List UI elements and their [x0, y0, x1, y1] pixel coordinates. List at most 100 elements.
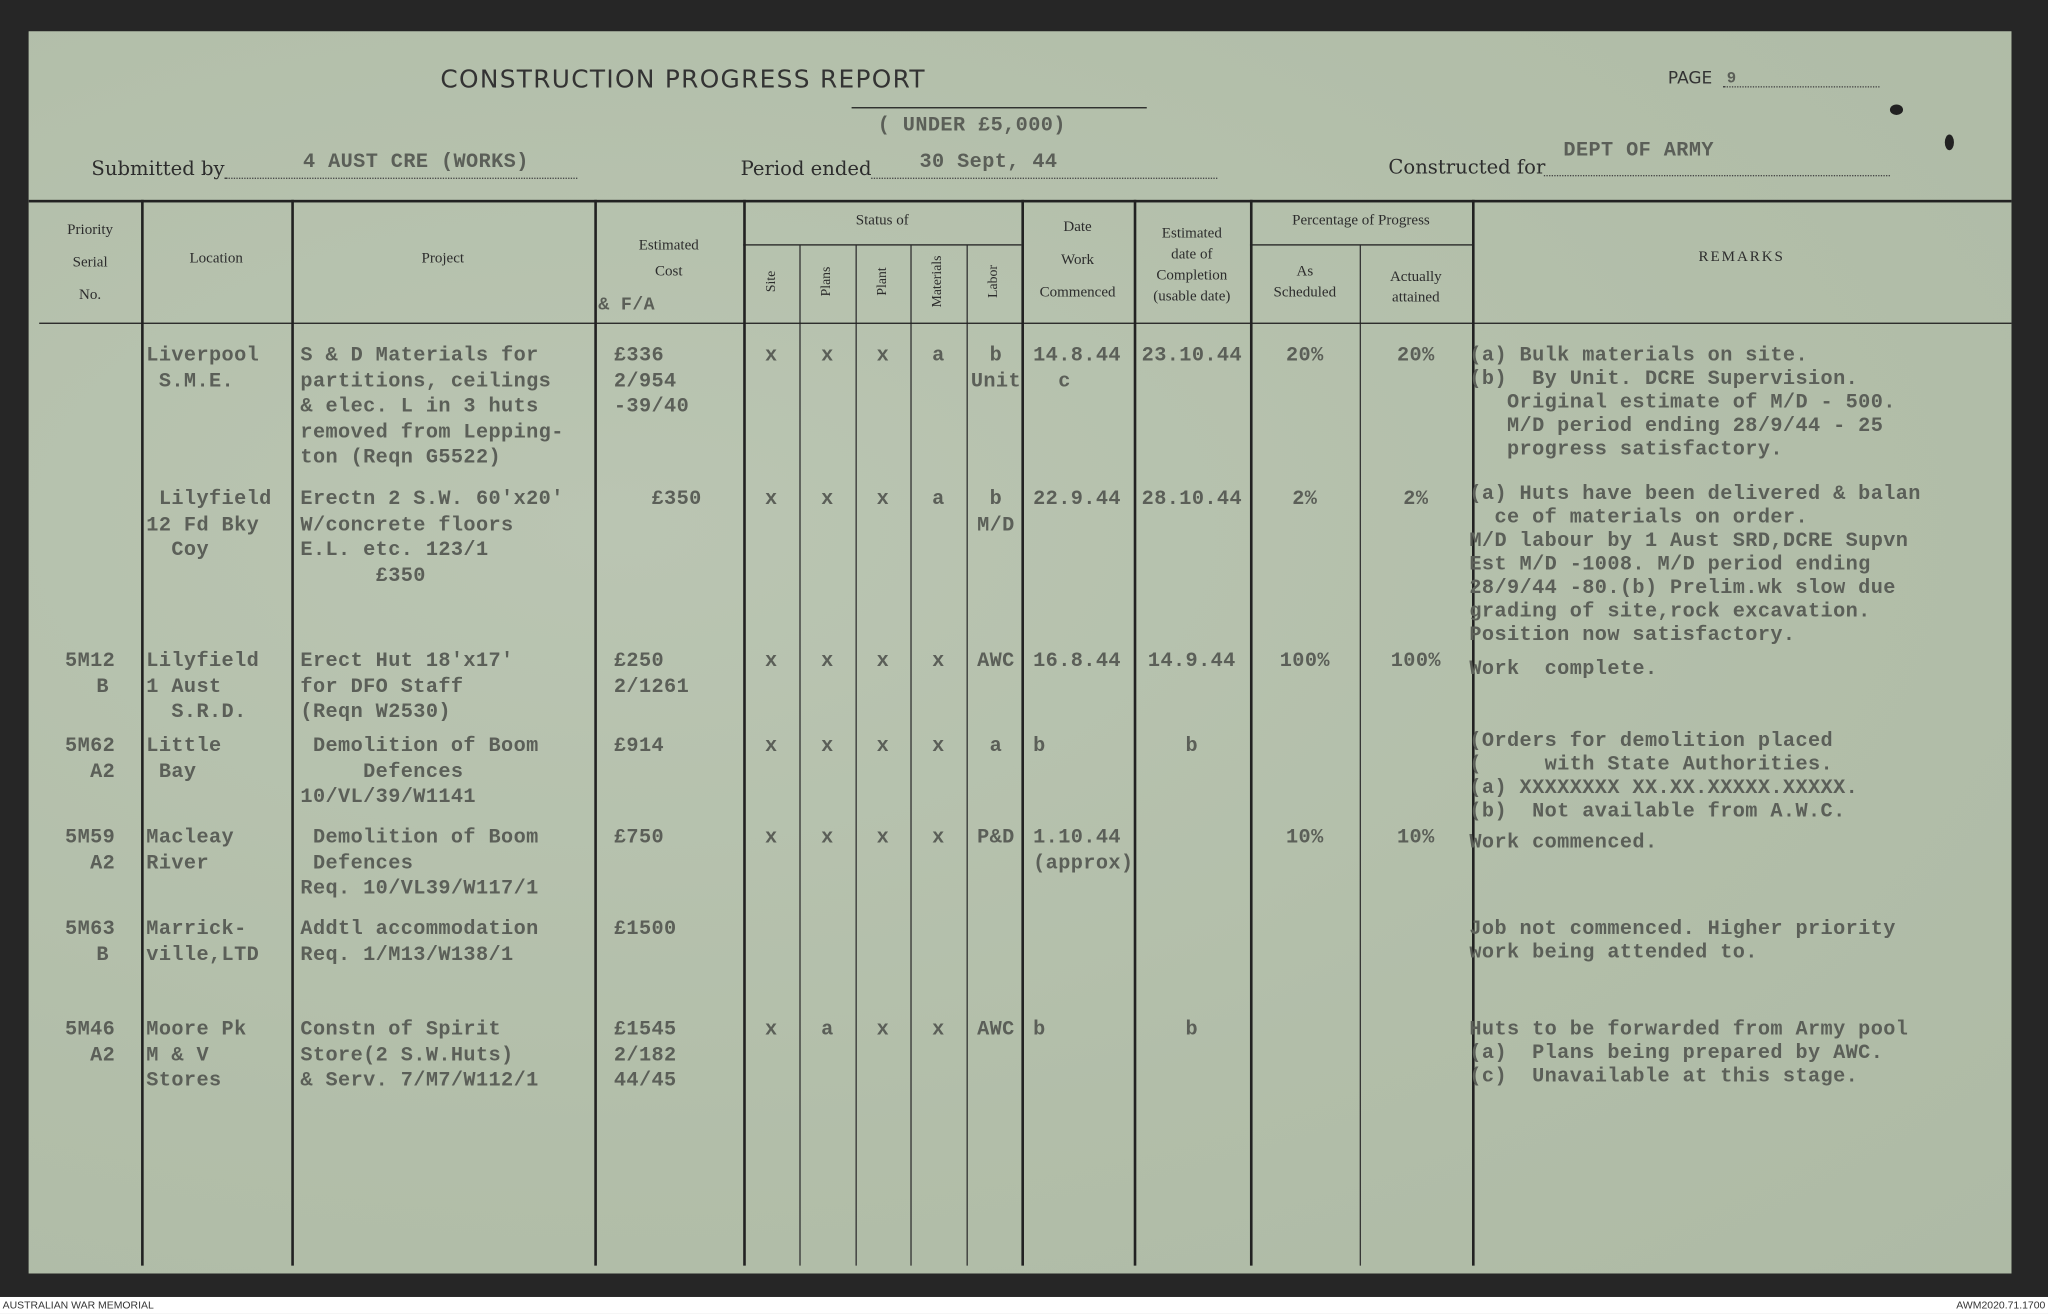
status-plans-cell: x — [821, 343, 834, 368]
date-commenced-cell: b — [1033, 734, 1046, 758]
status-labor-cell: a — [989, 734, 1003, 758]
estimated-completion-cell: b — [1185, 1017, 1199, 1041]
status-site-cell: x — [764, 734, 778, 758]
percent-scheduled-cell: 20% — [1285, 343, 1324, 368]
title-underline — [851, 107, 1147, 109]
status-site-cell: x — [764, 343, 778, 368]
estimated-cost-cell: £1500 — [613, 916, 677, 941]
date-commenced-cell: 16.8.44 — [1033, 649, 1121, 673]
date-commenced-cell: 14.8.44 c — [1033, 343, 1121, 393]
column-divider — [855, 245, 857, 1266]
location-cell: Lilyfield 1 Aust S.R.D. — [146, 649, 260, 724]
estimated-completion-cell: b — [1185, 734, 1199, 758]
percent-attained-cell: 100% — [1390, 649, 1441, 673]
report-form: CONSTRUCTION PROGRESS REPORT ( UNDER £5,… — [28, 31, 2012, 1274]
percent-scheduled-cell: 2% — [1292, 487, 1318, 511]
form-title: CONSTRUCTION PROGRESS REPORT — [440, 65, 926, 95]
status-site-cell: x — [764, 649, 778, 673]
status-site-cell: x — [764, 1017, 778, 1041]
project-cell: Addtl accommodation Req. 1/M13/W138/1 — [300, 916, 539, 966]
column-divider — [594, 199, 597, 1266]
punch-hole — [1889, 104, 1904, 115]
status-labor-cell: AWC — [977, 649, 1015, 673]
project-cell: Constn of Spirit Store(2 S.W.Huts) & Ser… — [300, 1017, 539, 1092]
project-cell: Demolition of Boom Defences Req. 10/VL39… — [300, 825, 539, 900]
form-subtitle: ( UNDER £5,000) — [877, 113, 1066, 138]
project-cell: Demolition of Boom Defences 10/VL/39/W11… — [300, 734, 539, 809]
status-plant-cell: x — [876, 343, 890, 368]
status-materials-cell: a — [932, 343, 945, 368]
status-header-line — [743, 244, 1022, 246]
project-cell: S & D Materials for partitions, ceilings… — [300, 343, 564, 469]
status-materials-cell: a — [932, 487, 945, 511]
status-site-cell: x — [764, 825, 778, 849]
column-divider — [1359, 245, 1361, 1266]
header-as-scheduled: As Scheduled — [1273, 263, 1337, 301]
column-divider — [1021, 199, 1024, 1266]
status-plant-cell: x — [876, 649, 890, 673]
estimated-cost-cell: £1545 2/182 44/45 — [613, 1017, 677, 1092]
location-cell: Lilyfield 12 Fd Bky Coy — [146, 487, 272, 562]
priority-serial-cell: 5M12 B — [65, 649, 116, 699]
page-line — [1722, 86, 1880, 88]
column-divider — [910, 245, 912, 1266]
status-plant-cell: x — [876, 1017, 890, 1041]
status-plant-cell: x — [876, 734, 890, 758]
header-date-commenced: Date Work Commenced — [1039, 219, 1116, 301]
status-plans-cell: x — [821, 734, 834, 758]
header-priority-serial: Priority Serial No. — [67, 222, 114, 304]
punch-hole — [1944, 134, 1954, 151]
header-project: Project — [421, 250, 465, 267]
remarks-cell: (a) Huts have been delivered & balan ce … — [1469, 481, 1921, 647]
pct-header-line — [1249, 244, 1472, 246]
status-labor-cell: P&D — [977, 825, 1015, 849]
percent-attained-cell: 10% — [1397, 825, 1435, 849]
status-labor-cell: b M/D — [977, 487, 1015, 537]
header-estimated-completion: Estimated date of Completion (usable dat… — [1153, 225, 1231, 305]
estimated-cost-cell: £914 — [613, 734, 665, 758]
header-estimated-cost: Estimated Cost — [638, 237, 699, 280]
header-bottom-line — [39, 322, 2012, 324]
remarks-cell: Work commenced. — [1469, 830, 1658, 855]
status-plans-cell: a — [821, 1017, 834, 1041]
remarks-cell: (Orders for demolition placed ( with Sta… — [1469, 728, 1859, 823]
header-status-of: Status of — [855, 212, 909, 229]
page-number: 9 — [1726, 69, 1737, 88]
column-divider — [291, 199, 294, 1266]
header-remarks: REMARKS — [1698, 249, 1785, 266]
status-plant-cell: x — [876, 825, 890, 849]
status-materials-cell: x — [932, 1017, 945, 1041]
date-commenced-cell: b — [1033, 1017, 1046, 1041]
header-percentage-progress: Percentage of Progress — [1292, 212, 1430, 229]
location-cell: Liverpool S.M.E. — [146, 343, 260, 393]
submitted-by-label: Submitted by — [91, 156, 225, 181]
column-divider — [966, 245, 968, 1266]
remarks-cell: (a) Bulk materials on site. (b) By Unit.… — [1469, 343, 1896, 462]
column-divider — [1471, 199, 1475, 1266]
remarks-cell: Huts to be forwarded from Army pool (a) … — [1469, 1017, 1909, 1088]
location-cell: Macleay River — [146, 825, 235, 875]
date-commenced-cell: 22.9.44 — [1033, 487, 1121, 511]
status-materials-cell: x — [932, 734, 945, 758]
header-plant: Plant — [875, 267, 891, 296]
submitted-by-value: 4 AUST CRE (WORKS) — [303, 150, 529, 174]
status-labor-cell: b Unit — [970, 343, 1021, 393]
remarks-cell: Job not commenced. Higher priority work … — [1469, 916, 1896, 964]
percent-scheduled-cell: 100% — [1279, 649, 1330, 673]
percent-attained-cell: 2% — [1403, 487, 1429, 511]
column-divider — [1249, 199, 1253, 1266]
footer: AUSTRALIAN WAR MEMORIAL AWM2020.71.1700 — [0, 1296, 2048, 1314]
status-plans-cell: x — [821, 487, 834, 511]
status-labor-cell: AWC — [977, 1017, 1015, 1041]
column-divider — [799, 245, 801, 1266]
estimated-cost-cell: £336 2/954 -39/40 — [613, 343, 690, 418]
status-site-cell: x — [764, 487, 778, 511]
header-materials: Materials — [930, 255, 945, 308]
status-plans-cell: x — [821, 825, 834, 849]
date-commenced-cell: 1.10.44 (approx) — [1033, 825, 1134, 875]
header-location: Location — [189, 250, 243, 267]
header-site: Site — [764, 270, 780, 293]
estimated-completion-cell: 23.10.44 — [1141, 343, 1242, 368]
priority-serial-cell: 5M59 A2 — [65, 825, 116, 875]
header-actually-attained: Actually attained — [1389, 269, 1442, 306]
